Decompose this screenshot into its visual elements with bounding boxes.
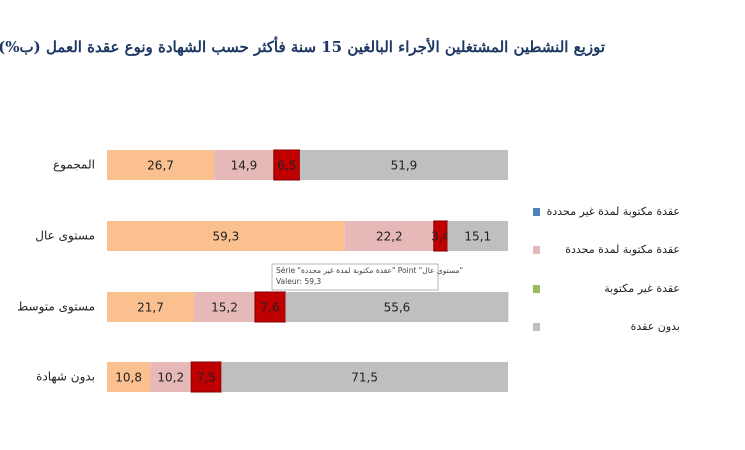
value-label: 15,1	[464, 230, 491, 244]
bar-segment	[299, 150, 508, 180]
bar-segment	[107, 150, 215, 180]
value-label: 26,7	[147, 159, 174, 173]
value-label: 55,6	[384, 301, 411, 315]
legend-marker	[533, 323, 540, 331]
value-label: 71,5	[351, 371, 378, 385]
tooltip-text: Valeur: 59,3	[276, 277, 321, 286]
bar-segment	[150, 362, 192, 392]
chart-title: توزيع النشطين المشتغلين الأجراء البالغين…	[0, 36, 605, 56]
bar-segment	[107, 362, 151, 392]
tooltip-box	[271, 263, 439, 291]
value-label: 10,2	[157, 371, 184, 385]
y-tick-label: المجموع	[53, 158, 95, 173]
legend-marker	[533, 246, 540, 254]
value-label: 21,7	[137, 301, 164, 315]
bar-segment	[221, 362, 508, 392]
value-label: 10,8	[115, 371, 142, 385]
value-label: 51,9	[391, 159, 418, 173]
legend-label: عقدة غير مكتوبة	[604, 282, 680, 295]
y-tick-label: بدون شهادة	[36, 370, 95, 385]
legend-marker	[533, 285, 540, 293]
tooltip-text: Série "عقدة مكتوبة لمدة غير محددة" Point…	[276, 266, 463, 275]
value-label: 3,4	[431, 230, 450, 244]
value-label: 7,5	[197, 371, 216, 385]
bar-segment	[447, 221, 508, 251]
value-label: 15,2	[211, 301, 238, 315]
bar-segment	[107, 292, 195, 322]
value-label: 22,2	[376, 230, 403, 244]
bar-segment	[344, 221, 434, 251]
value-label: 7,6	[261, 301, 280, 315]
bar-segment	[285, 292, 509, 322]
legend-marker	[533, 208, 540, 216]
bar-segment	[190, 361, 222, 393]
legend-label: بدون عقدة	[631, 320, 680, 333]
bar-segment	[107, 221, 345, 251]
legend-label: عقدة مكتوبة لمدة محددة	[565, 243, 680, 256]
value-label: 6,5	[277, 159, 296, 173]
bar-segment	[194, 292, 255, 322]
value-label: 59,3	[213, 230, 240, 244]
bar-segment	[273, 149, 301, 181]
bar-segment	[214, 150, 274, 180]
y-tick-label: مستوى عال	[35, 229, 95, 244]
value-label: 14,9	[231, 159, 258, 173]
legend-label: عقدة مكتوبة لمدة غير محددة	[547, 205, 680, 218]
y-tick-label: مستوى متوسط	[17, 300, 95, 315]
